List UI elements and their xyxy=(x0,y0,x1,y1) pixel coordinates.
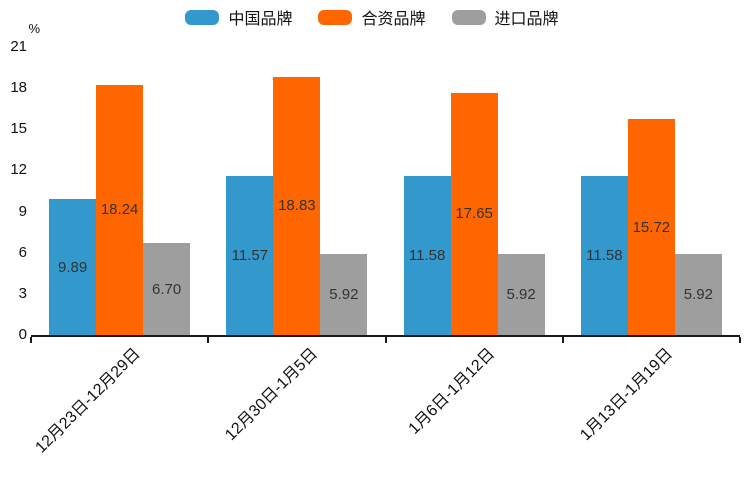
bar-中国品牌-1: 11.57 xyxy=(226,176,274,335)
y-tick-label: 3 xyxy=(18,284,27,302)
legend-item-2: 进口品牌 xyxy=(451,5,559,29)
x-axis-tick-mark xyxy=(207,337,210,343)
bar-value-label: 5.92 xyxy=(506,285,536,303)
x-category-label-0: 12月23日-12月29日 xyxy=(32,345,144,457)
legend-label: 合资品牌 xyxy=(361,11,426,28)
y-tick-label: 18 xyxy=(10,79,27,97)
bar-合资品牌-1: 18.83 xyxy=(273,76,321,335)
y-tick-label: 21 xyxy=(10,38,27,55)
bar-value-label: 17.65 xyxy=(455,205,493,223)
x-axis-line xyxy=(31,335,740,337)
chart-legend: 中国品牌 合资品牌 进口品牌 xyxy=(0,5,744,29)
y-tick-label: 9 xyxy=(18,202,27,220)
x-axis-tick-mark xyxy=(30,337,32,343)
x-axis-tick-mark xyxy=(384,337,387,343)
bar-value-label: 11.58 xyxy=(408,247,446,265)
y-tick-label: 6 xyxy=(18,243,27,261)
legend-swatch-icon xyxy=(451,9,486,25)
legend-item-0: 中国品牌 xyxy=(185,5,292,29)
x-category-label-3: 1月13日-1月19日 xyxy=(576,345,676,445)
legend-swatch-icon xyxy=(185,9,220,25)
bar-value-label: 11.58 xyxy=(586,247,623,265)
bar-中国品牌-2: 11.58 xyxy=(403,176,451,335)
x-axis-tick-mark xyxy=(739,337,741,343)
bar-进口品牌-0: 6.70 xyxy=(143,243,191,335)
bar-value-label: 15.72 xyxy=(632,218,671,236)
bar-value-label: 11.57 xyxy=(231,247,269,265)
bar-合资品牌-2: 17.65 xyxy=(450,92,498,335)
bar-value-label: 5.92 xyxy=(329,285,359,303)
bar-合资品牌-3: 15.72 xyxy=(627,119,675,335)
x-axis-tick-mark xyxy=(561,337,564,343)
bar-value-label: 18.83 xyxy=(278,197,316,215)
bar-value-label: 9.89 xyxy=(58,258,88,276)
legend-label: 进口品牌 xyxy=(494,11,559,28)
bar-进口品牌-1: 5.92 xyxy=(320,253,368,335)
bar-合资品牌-0: 18.24 xyxy=(96,84,144,335)
bar-中国品牌-0: 9.89 xyxy=(49,199,97,335)
legend-label: 中国品牌 xyxy=(228,11,293,28)
y-tick-label: 12 xyxy=(10,161,27,179)
plot-area: 9.89 11.57 11.58 11.58 18.24 18.83 17.65 15.72 6… xyxy=(30,47,741,343)
bar-value-label: 18.24 xyxy=(100,201,139,219)
bar-进口品牌-2: 5.92 xyxy=(497,253,545,335)
y-tick-label: 0 xyxy=(18,326,27,343)
y-axis-unit-label: % xyxy=(28,21,40,36)
legend-swatch-icon xyxy=(318,9,353,25)
bar-value-label: 5.92 xyxy=(683,285,713,303)
bar-value-label: 6.70 xyxy=(152,280,182,298)
x-category-label-2: 1月6日-1月12日 xyxy=(405,345,499,438)
bar-进口品牌-3: 5.92 xyxy=(674,253,722,335)
bar-中国品牌-3: 11.58 xyxy=(580,176,628,335)
legend-item-1: 合资品牌 xyxy=(318,5,426,29)
x-category-label-1: 12月30日-1月5日 xyxy=(222,345,322,445)
y-tick-label: 15 xyxy=(10,120,27,138)
